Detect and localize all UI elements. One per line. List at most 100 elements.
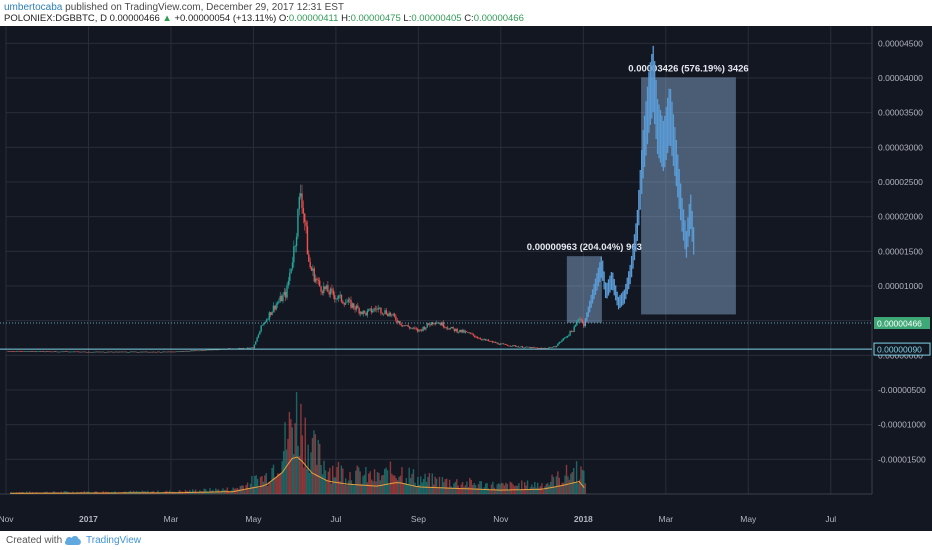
candle-body — [479, 338, 481, 340]
candle-body — [97, 351, 99, 353]
time-tick-label: May — [245, 514, 262, 524]
candle-body — [31, 351, 34, 352]
candle-body — [430, 322, 432, 326]
candle-body — [294, 246, 296, 247]
volume-bar — [470, 479, 472, 494]
candle-body — [72, 351, 75, 353]
candle-body — [478, 338, 480, 339]
candle-body — [80, 351, 83, 353]
open-label: O: — [278, 13, 289, 24]
volume-bar — [463, 486, 465, 494]
candle-body — [112, 351, 114, 353]
candle-body — [363, 310, 366, 313]
candle-body — [142, 351, 144, 353]
volume-bar — [438, 476, 441, 494]
candle-body — [529, 347, 532, 349]
candle-body — [69, 351, 72, 353]
candle-body — [99, 351, 102, 353]
candle-body — [464, 331, 467, 333]
candle-body — [60, 351, 62, 353]
tradingview-cloud-icon[interactable] — [64, 534, 82, 546]
volume-bar — [176, 492, 178, 494]
candle-body — [215, 349, 217, 351]
volume-bar — [170, 492, 172, 494]
candle-body — [106, 351, 109, 353]
candle-body — [33, 351, 35, 352]
candle-body — [358, 308, 360, 314]
volume-bar — [316, 464, 318, 494]
volume-bar — [304, 417, 306, 494]
candle-body — [29, 351, 31, 352]
candle-body — [161, 351, 163, 353]
grid-lines — [0, 26, 932, 531]
volume-bar — [433, 484, 435, 494]
volume-bar — [352, 484, 354, 494]
volume-bar — [178, 490, 181, 494]
volume-bar — [259, 476, 262, 494]
candle-body — [501, 343, 503, 345]
candle-body — [438, 323, 441, 324]
time-tick-label: Mar — [164, 514, 179, 524]
candle-body — [25, 351, 27, 352]
candle-body — [389, 312, 392, 316]
volume-bar — [148, 492, 151, 494]
time-tick-label: Sep — [411, 514, 426, 524]
price-chart[interactable]: 0.00000963 (204.04%) 963 0.00003426 (576.… — [0, 26, 932, 531]
volume-bar — [294, 423, 296, 494]
volume-bar — [343, 484, 345, 494]
candle-body — [323, 286, 325, 293]
candle-body — [265, 319, 268, 322]
volume-bar — [473, 483, 475, 494]
volume-bar — [382, 474, 384, 494]
tradingview-brand-link[interactable]: TradingView — [86, 535, 142, 546]
candle-body — [546, 348, 548, 349]
chart-area[interactable]: 0.00000963 (204.04%) 963 0.00003426 (576.… — [0, 26, 932, 531]
volume-bar — [261, 476, 263, 494]
candle-body — [139, 351, 141, 353]
candle-body — [521, 346, 524, 348]
volume-bar — [222, 488, 224, 494]
candle-body — [419, 329, 422, 331]
up-triangle-icon: ▲ — [162, 13, 172, 24]
volume-bar — [434, 476, 436, 494]
candle-body — [343, 303, 345, 305]
candle-body — [176, 351, 178, 353]
volume-bar — [252, 486, 255, 494]
time-axis[interactable]: Nov 2017 Mar May Jul Sep Nov 2018 Mar May Jul — [0, 514, 836, 524]
candle-body — [75, 351, 77, 353]
volume-bar — [448, 479, 451, 494]
price-axis[interactable]: 0.00004500 0.00004000 0.00003500 0.00003000… — [873, 38, 931, 464]
volume-bar — [388, 484, 390, 494]
volume-bar — [251, 475, 253, 494]
candle-body — [416, 329, 419, 332]
candle-body — [353, 303, 355, 308]
candle-body — [381, 313, 383, 314]
time-tick-label: Mar — [658, 514, 673, 524]
candle-body — [19, 351, 22, 352]
volume-bar — [447, 487, 449, 494]
volume-bar — [562, 482, 565, 494]
volume-bar — [300, 403, 302, 494]
volume-bar — [116, 492, 119, 494]
candle-body — [550, 347, 552, 348]
candle-body — [531, 347, 533, 349]
candle-body — [50, 351, 53, 353]
candle-body — [317, 279, 320, 281]
candle-body — [41, 351, 43, 352]
candle-body — [395, 316, 397, 321]
candle-body — [178, 351, 181, 353]
volume-bar — [405, 478, 407, 494]
volume-bar — [75, 493, 77, 494]
candle-body — [144, 351, 147, 353]
candle-body — [61, 351, 64, 353]
author-link[interactable]: umbertocaba — [4, 2, 63, 13]
low-label: L: — [403, 13, 412, 24]
candle-body — [329, 288, 332, 295]
volume-bar — [484, 483, 487, 494]
candle-body — [406, 325, 408, 326]
candle-body — [565, 337, 567, 338]
candle-body — [370, 308, 373, 313]
volume-bar — [168, 490, 171, 494]
volume-bar — [228, 490, 230, 494]
volume-bar — [204, 489, 207, 494]
